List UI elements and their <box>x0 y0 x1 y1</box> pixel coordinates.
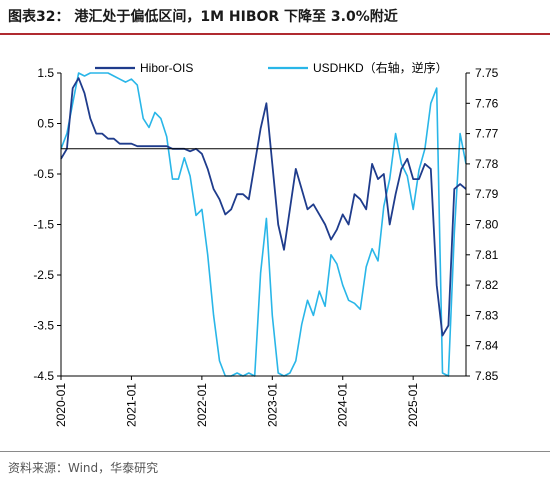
axes-layer: 1.5 0.5 -0.5 -1.5 -2.5 -3.5 -4.5 7.75 7.76 7.77 7.… <box>33 66 498 427</box>
y-left-tick-label: -2.5 <box>33 268 54 282</box>
series-line-hibor-ois <box>60 77 467 337</box>
figure-title: 图表32： 港汇处于偏低区间，1M HIBOR 下降至 3.0%附近 <box>8 9 398 25</box>
x-tick-label: 2021-01 <box>124 383 138 427</box>
y-right-tick-label: 7.78 <box>475 157 499 171</box>
y-right-tick-label: 7.85 <box>475 369 499 383</box>
x-tick-label: 2023-01 <box>265 383 279 427</box>
x-tick-label: 2022-01 <box>195 383 209 427</box>
source-note: 资料来源：Wind，华泰研究 <box>8 461 159 475</box>
y-left-tick-label: -4.5 <box>33 369 54 383</box>
y-right-tick-label: 7.75 <box>475 66 499 80</box>
x-tick-label: 2025-01 <box>406 383 420 427</box>
y-right-tick-label: 7.77 <box>475 127 499 141</box>
legend-label: Hibor-OIS <box>140 61 193 75</box>
y-left-tick-label: 0.5 <box>37 117 54 131</box>
series-layer <box>60 72 467 377</box>
legend-label: USDHKD（右轴，逆序） <box>313 60 448 75</box>
y-right-tick-label: 7.80 <box>475 218 499 232</box>
chart: 1.5 0.5 -0.5 -1.5 -2.5 -3.5 -4.5 7.75 7.76 7.77 7.… <box>33 60 498 427</box>
y-right-tick-label: 7.82 <box>475 278 499 292</box>
y-left-tick-label: -3.5 <box>33 319 54 333</box>
y-left-tick-label: -1.5 <box>33 218 54 232</box>
footer-rule <box>0 451 550 452</box>
legend: Hibor-OIS USDHKD（右轴，逆序） <box>95 60 448 75</box>
y-right-tick-label: 7.76 <box>475 96 499 110</box>
x-tick-label: 2020-01 <box>54 383 68 427</box>
x-tick-label: 2024-01 <box>336 383 350 427</box>
y-right-tick-label: 7.84 <box>475 339 499 353</box>
y-right-tick-label: 7.79 <box>475 187 499 201</box>
y-right-tick-label: 7.81 <box>475 248 499 262</box>
y-left-tick-label: -0.5 <box>33 167 54 181</box>
title-rule <box>0 33 550 35</box>
y-right-tick-label: 7.83 <box>475 308 499 322</box>
y-left-tick-label: 1.5 <box>37 66 54 80</box>
